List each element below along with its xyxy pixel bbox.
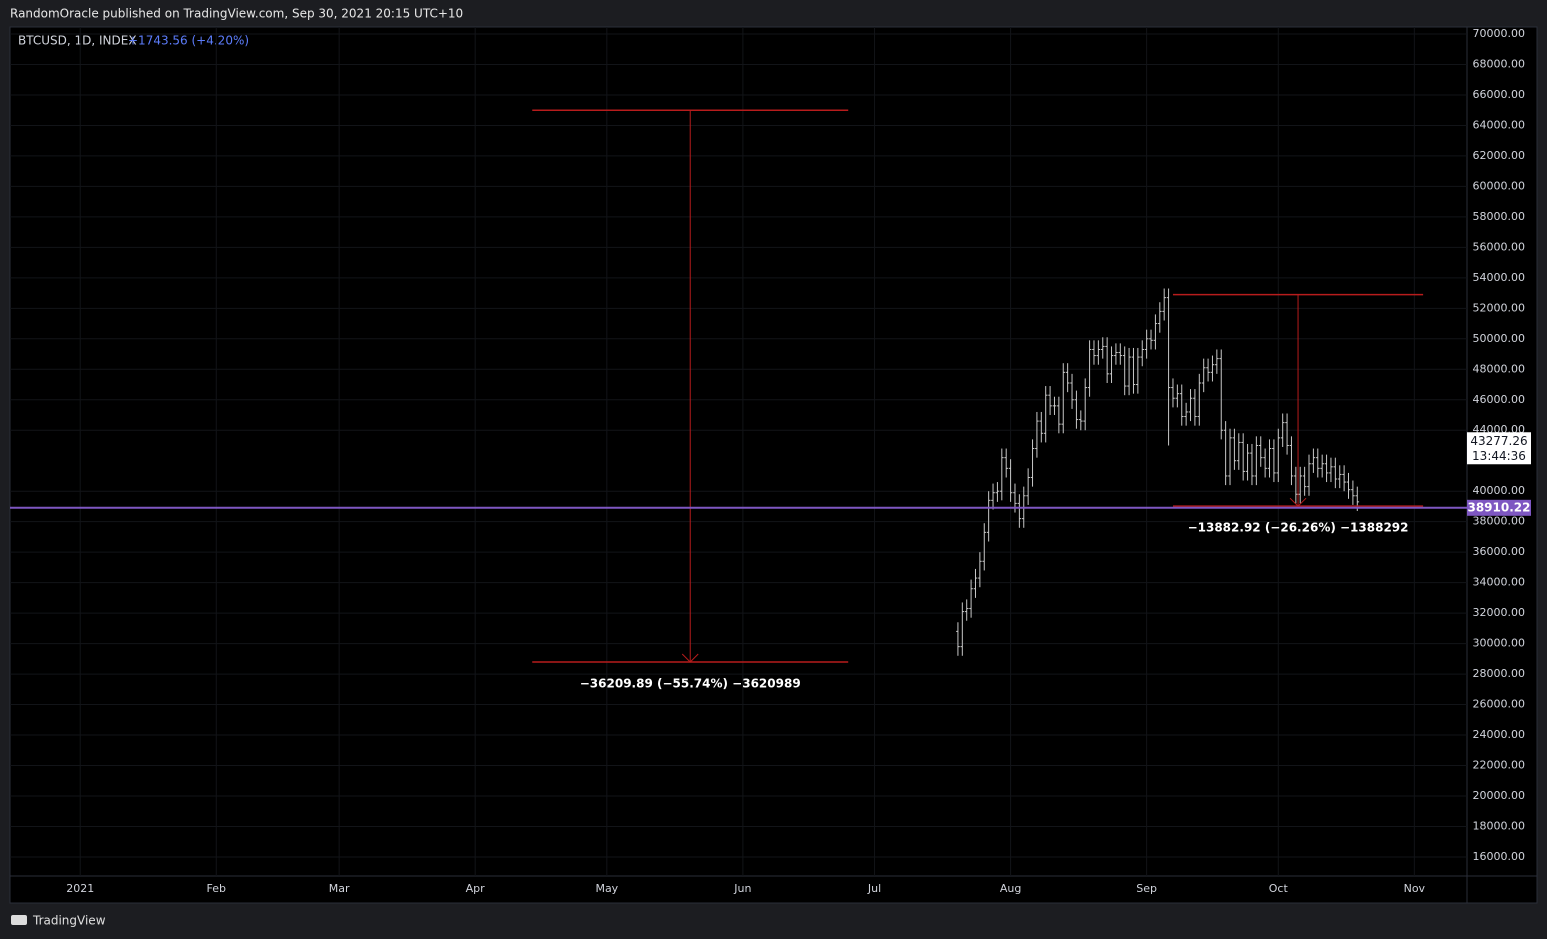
x-tick-label: 2021	[66, 882, 94, 895]
price-tag-label: 38910.22	[1467, 500, 1530, 514]
y-tick-label: 70000.00	[1473, 27, 1526, 40]
measure-arrow	[681, 653, 699, 663]
y-tick-label: 48000.00	[1473, 362, 1526, 375]
countdown-label: 13:44:36	[1472, 449, 1526, 463]
y-tick-label: 66000.00	[1473, 88, 1526, 101]
chart-frame	[9, 26, 1538, 904]
measure-label: −13882.92 (−26.26%) −1388292	[1188, 521, 1409, 535]
x-tick-label: Sep	[1136, 882, 1157, 895]
x-tick-label: Mar	[329, 882, 350, 895]
published-note: RandomOracle published on TradingView.co…	[10, 7, 463, 21]
x-tick-label: Jul	[867, 882, 881, 895]
y-tick-label: 36000.00	[1473, 545, 1526, 558]
y-tick-label: 62000.00	[1473, 149, 1526, 162]
y-tick-label: 18000.00	[1473, 819, 1526, 832]
x-tick-label: May	[595, 882, 618, 895]
y-tick-label: 24000.00	[1473, 728, 1526, 741]
x-tick-label: Aug	[1000, 882, 1021, 895]
measure-arrow	[1289, 497, 1307, 507]
y-tick-label: 52000.00	[1473, 301, 1526, 314]
footer-brand[interactable]: TradingView	[32, 914, 106, 928]
change: +1743.56 (+4.20%)	[128, 34, 249, 48]
y-tick-label: 34000.00	[1473, 576, 1526, 589]
x-tick-label: Apr	[466, 882, 486, 895]
y-tick-label: 32000.00	[1473, 606, 1526, 619]
y-tick-label: 46000.00	[1473, 393, 1526, 406]
y-tick-label: 68000.00	[1473, 57, 1526, 70]
last-price-label: 43277.26	[1470, 434, 1527, 448]
y-tick-label: 60000.00	[1473, 179, 1526, 192]
x-tick-label: Nov	[1404, 882, 1426, 895]
last-price-tag	[1467, 432, 1531, 465]
symbol: BTCUSD, 1D, INDEX	[18, 34, 137, 48]
x-tick-label: Oct	[1269, 882, 1289, 895]
x-tick-label: Jun	[733, 882, 751, 895]
y-tick-label: 64000.00	[1473, 118, 1526, 131]
y-tick-label: 50000.00	[1473, 332, 1526, 345]
y-tick-label: 58000.00	[1473, 210, 1526, 223]
x-tick-label: Feb	[207, 882, 226, 895]
y-tick-label: 38000.00	[1473, 515, 1526, 528]
y-tick-label: 16000.00	[1473, 850, 1526, 863]
y-tick-label: 20000.00	[1473, 789, 1526, 802]
y-tick-label: 22000.00	[1473, 759, 1526, 772]
y-tick-label: 28000.00	[1473, 667, 1526, 680]
logo	[11, 915, 27, 925]
y-tick-label: 30000.00	[1473, 637, 1526, 650]
y-tick-label: 40000.00	[1473, 484, 1526, 497]
measure-label: −36209.89 (−55.74%) −3620989	[580, 677, 801, 691]
y-tick-label: 56000.00	[1473, 240, 1526, 253]
y-tick-label: 54000.00	[1473, 271, 1526, 284]
y-tick-label: 26000.00	[1473, 698, 1526, 711]
price-tag	[1467, 499, 1531, 516]
